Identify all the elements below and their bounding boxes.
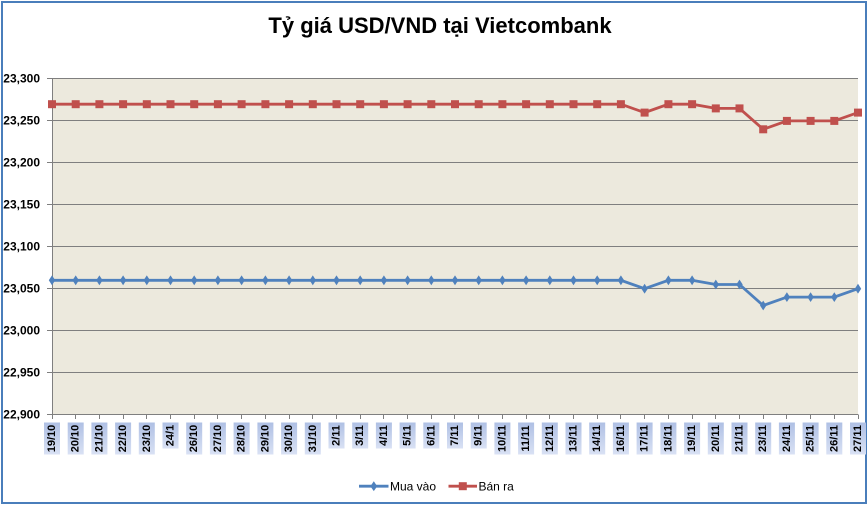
svg-text:23/11: 23/11 bbox=[757, 425, 769, 452]
svg-text:17/11: 17/11 bbox=[639, 425, 651, 452]
svg-text:23,100: 23,100 bbox=[3, 240, 40, 254]
svg-text:10/11: 10/11 bbox=[496, 425, 508, 452]
svg-text:7/11: 7/11 bbox=[449, 425, 461, 446]
svg-text:3/11: 3/11 bbox=[354, 425, 366, 446]
svg-text:21/10: 21/10 bbox=[93, 425, 105, 453]
svg-text:27/11: 27/11 bbox=[852, 425, 864, 452]
svg-text:23/10: 23/10 bbox=[141, 425, 153, 453]
svg-text:27/10: 27/10 bbox=[212, 425, 224, 453]
svg-text:19/10: 19/10 bbox=[46, 425, 58, 453]
svg-text:23,250: 23,250 bbox=[3, 114, 40, 128]
svg-text:23,300: 23,300 bbox=[3, 72, 40, 86]
svg-text:4/11: 4/11 bbox=[378, 425, 390, 446]
svg-text:20/11: 20/11 bbox=[710, 425, 722, 452]
svg-text:24/11: 24/11 bbox=[781, 425, 793, 452]
svg-text:11/11: 11/11 bbox=[520, 425, 532, 451]
svg-text:13/11: 13/11 bbox=[568, 425, 580, 452]
svg-text:28/10: 28/10 bbox=[236, 425, 248, 453]
svg-text:26/11: 26/11 bbox=[828, 425, 840, 452]
svg-text:14/11: 14/11 bbox=[591, 425, 603, 452]
svg-text:23,000: 23,000 bbox=[3, 324, 40, 338]
svg-text:5/11: 5/11 bbox=[402, 425, 414, 446]
svg-text:6/11: 6/11 bbox=[425, 425, 437, 446]
svg-text:16/11: 16/11 bbox=[615, 425, 627, 452]
svg-text:12/11: 12/11 bbox=[544, 425, 556, 452]
svg-text:26/10: 26/10 bbox=[188, 425, 200, 453]
svg-text:22,900: 22,900 bbox=[3, 408, 40, 422]
svg-text:23,050: 23,050 bbox=[3, 282, 40, 296]
svg-text:29/10: 29/10 bbox=[259, 425, 271, 453]
svg-text:22/10: 22/10 bbox=[117, 425, 129, 453]
svg-text:2/11: 2/11 bbox=[331, 425, 343, 446]
svg-text:Tỷ giá USD/VND tại Vietcombank: Tỷ giá USD/VND tại Vietcombank bbox=[268, 13, 612, 38]
svg-text:Bán ra: Bán ra bbox=[479, 480, 515, 494]
svg-text:9/11: 9/11 bbox=[473, 425, 485, 446]
svg-text:25/11: 25/11 bbox=[805, 425, 817, 452]
svg-text:31/10: 31/10 bbox=[307, 425, 319, 453]
svg-text:22,950: 22,950 bbox=[3, 366, 40, 380]
svg-text:18/11: 18/11 bbox=[662, 425, 674, 452]
svg-text:30/10: 30/10 bbox=[283, 425, 295, 453]
svg-text:19/11: 19/11 bbox=[686, 425, 698, 452]
svg-text:24/1: 24/1 bbox=[165, 425, 177, 446]
svg-text:Mua vào: Mua vào bbox=[390, 480, 436, 494]
svg-text:23,200: 23,200 bbox=[3, 156, 40, 170]
svg-text:21/11: 21/11 bbox=[734, 425, 746, 452]
svg-text:23,150: 23,150 bbox=[3, 198, 40, 212]
svg-text:20/10: 20/10 bbox=[70, 425, 82, 453]
